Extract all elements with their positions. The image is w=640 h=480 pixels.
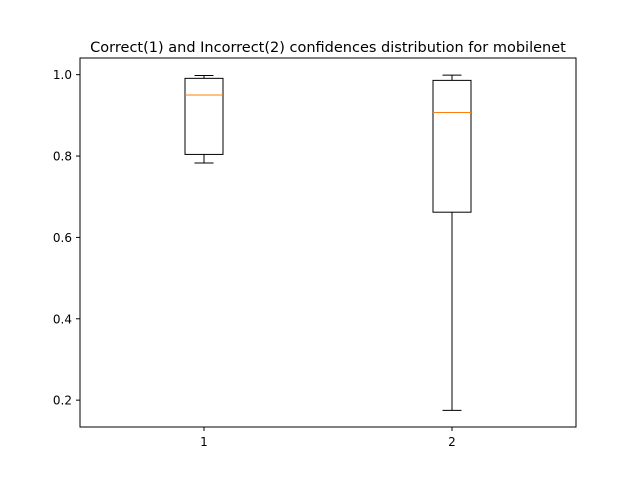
chart-title: Correct(1) and Incorrect(2) confidences … <box>90 40 566 56</box>
box-2-iqr-box <box>432 79 472 213</box>
x-tick-label-2: 2 <box>448 435 456 449</box>
y-tick-label-0.4: 0.4 <box>53 312 72 326</box>
axes-frame <box>79 57 577 428</box>
plot-area: 1 2 0.2 0.4 0.6 0.8 1.0 <box>53 68 472 449</box>
y-tick-label-1.0: 1.0 <box>53 68 72 82</box>
y-tick-label-0.6: 0.6 <box>53 231 72 245</box>
x-tick-label-1: 1 <box>200 435 208 449</box>
y-tick-label-0.2: 0.2 <box>53 394 72 408</box>
y-tick-label-0.8: 0.8 <box>53 150 72 164</box>
box-1-iqr-box <box>184 77 224 155</box>
